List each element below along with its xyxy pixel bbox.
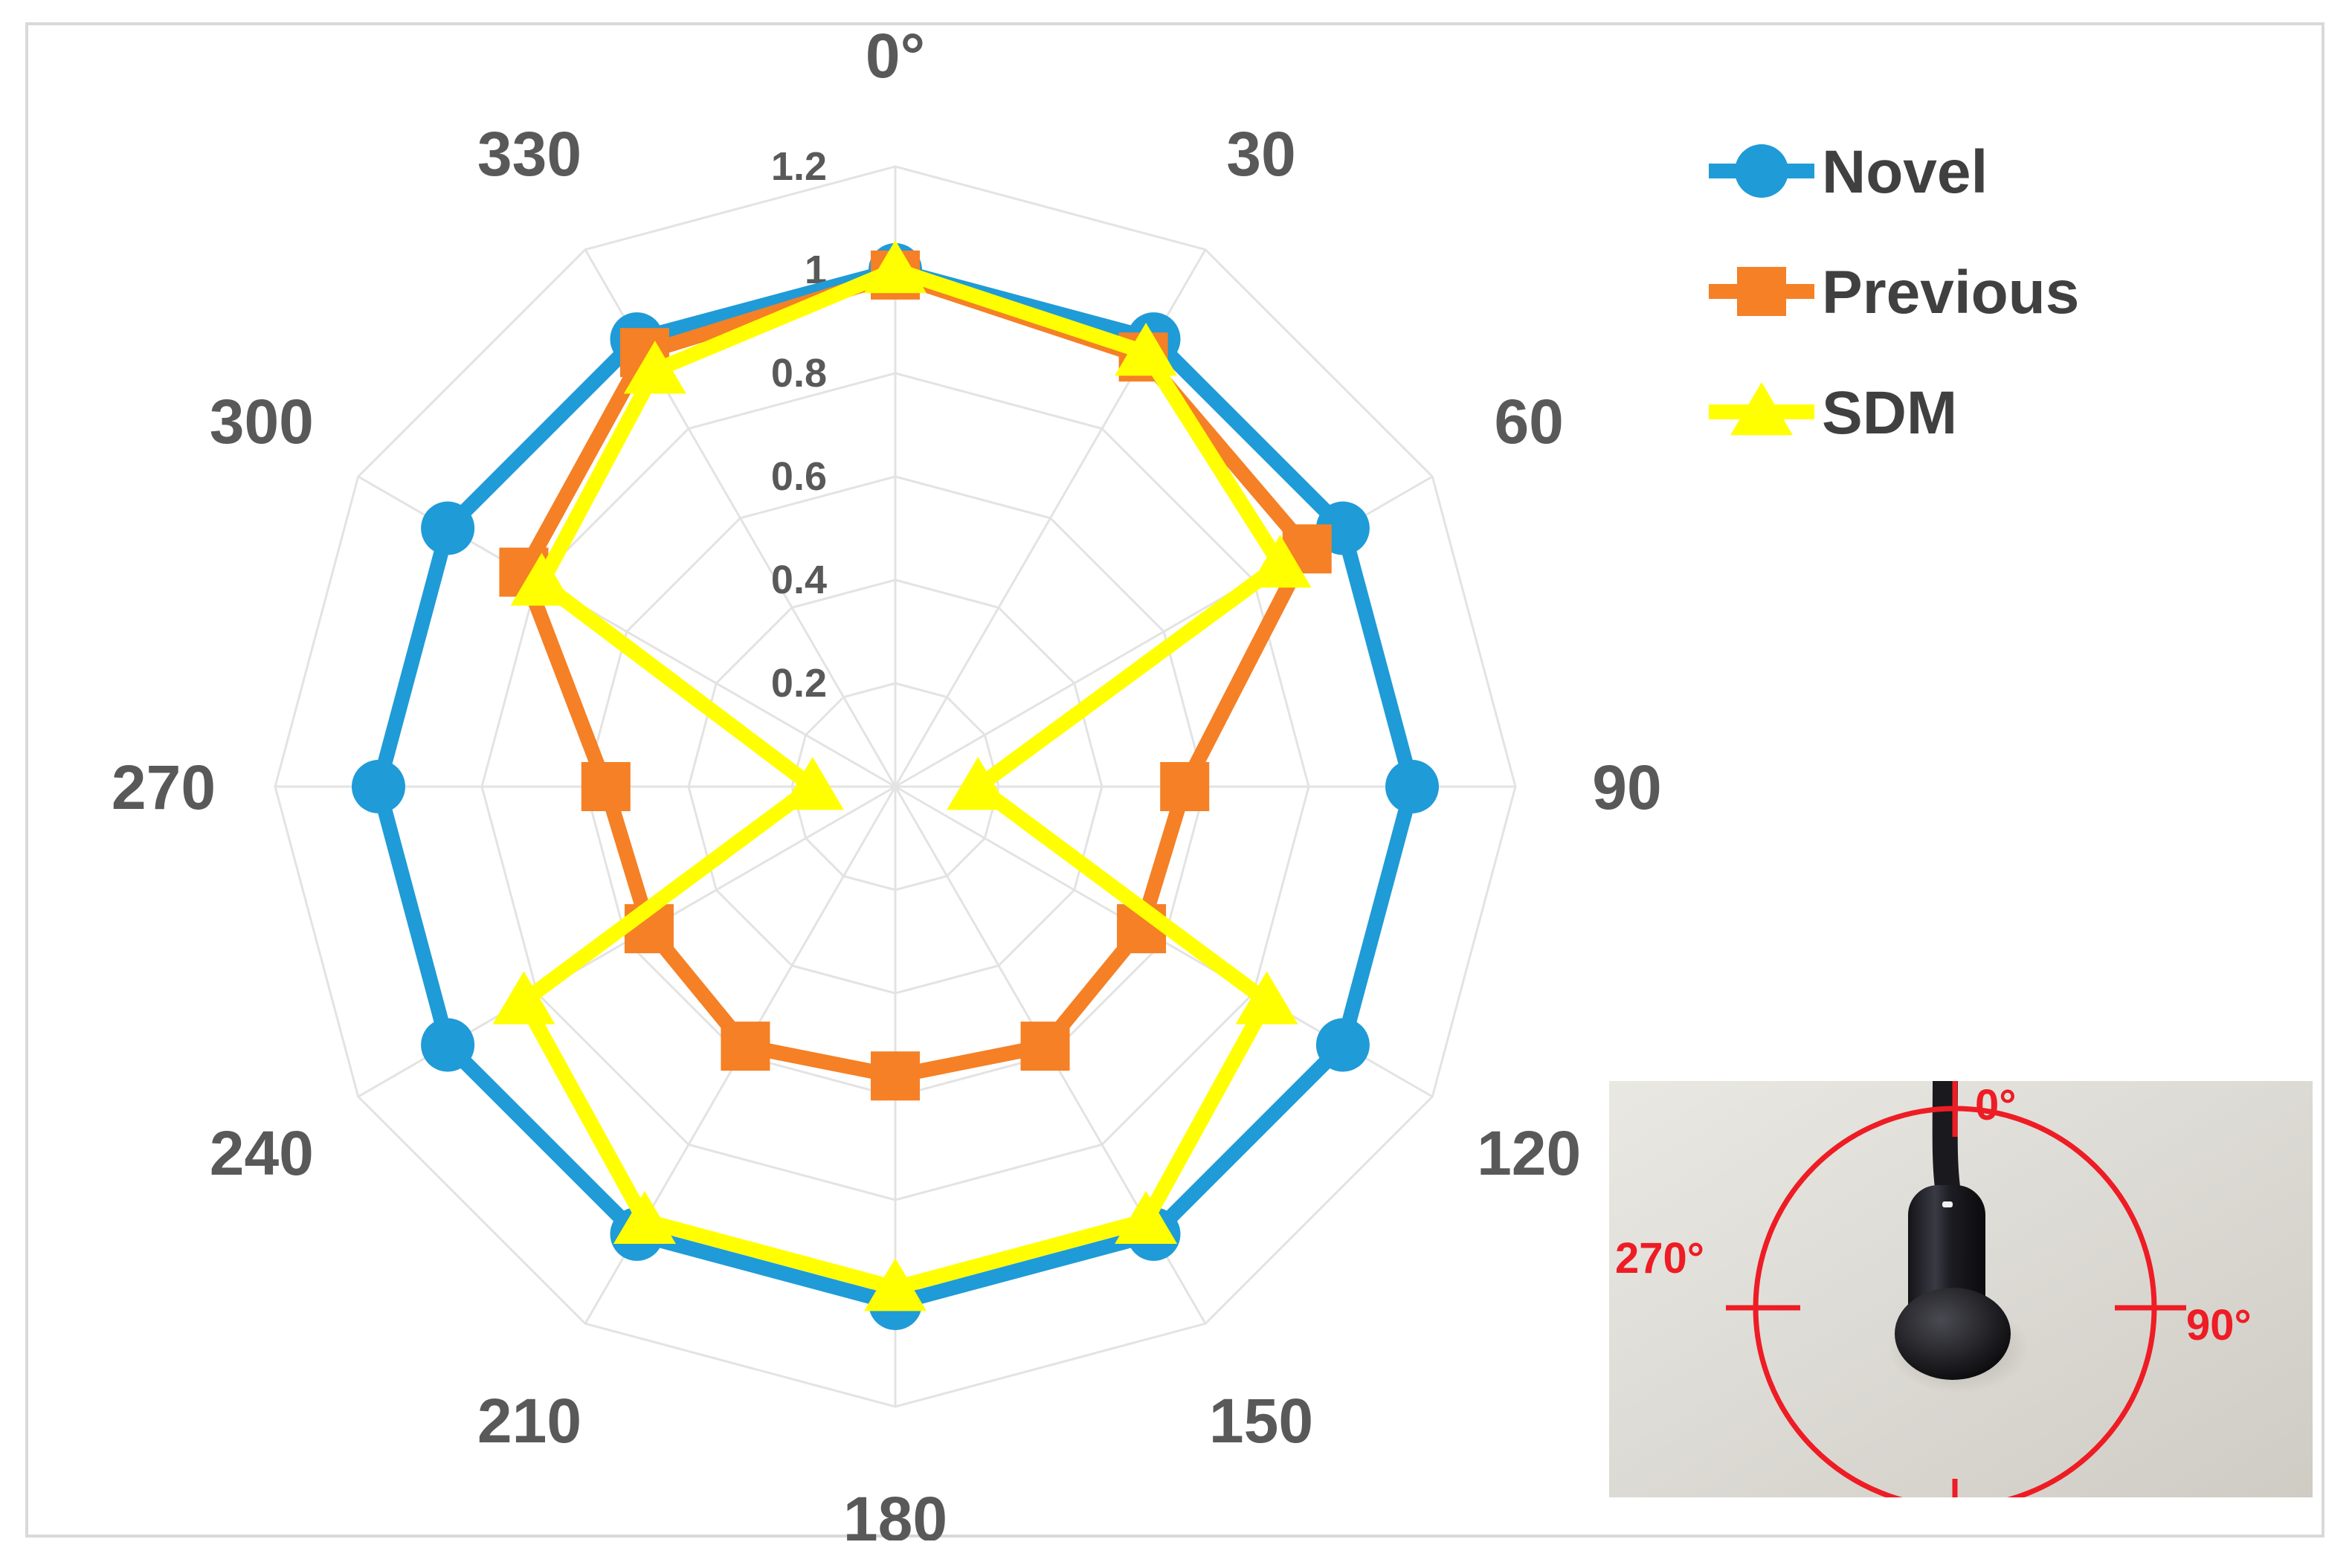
data-point	[1115, 1190, 1178, 1245]
series-sdm	[492, 240, 1312, 1311]
radial-tick-label: 0.4	[771, 558, 827, 602]
inset-label-90: 90°	[2186, 1301, 2252, 1349]
radial-tick-label: 0.6	[771, 454, 827, 499]
data-point	[613, 1190, 676, 1245]
sensor-photo: 0° 90° 270°	[1609, 1081, 2313, 1497]
legend-item: SDM	[1709, 379, 1957, 447]
data-point	[421, 501, 475, 555]
legend-item: Previous	[1709, 259, 2079, 326]
data-point	[623, 341, 686, 394]
category-label: 30	[1226, 119, 1295, 189]
data-point	[1020, 1022, 1070, 1071]
category-labels: 0° 30 60 90 120 150 180 210 240 270 300 330	[112, 25, 1662, 1540]
data-point	[352, 760, 405, 813]
data-point	[864, 240, 927, 294]
radial-tick-labels: 00.20.40.60.811.2	[771, 144, 827, 809]
data-point	[947, 757, 1010, 810]
radial-tick-label: 0.8	[771, 351, 827, 396]
category-label: 60	[1494, 387, 1563, 456]
category-label: 150	[1209, 1386, 1313, 1456]
data-point	[1385, 760, 1439, 813]
category-label: 240	[210, 1118, 314, 1188]
inset-label-0: 0°	[1975, 1081, 2016, 1129]
category-label: 330	[477, 119, 581, 189]
legend-marker	[1737, 267, 1786, 316]
category-label: 210	[477, 1386, 581, 1456]
legend-label: Previous	[1822, 259, 2079, 326]
data-point	[1315, 1018, 1370, 1072]
legend-item: Novel	[1709, 138, 1988, 206]
radar-grid	[274, 165, 1517, 1408]
series-layer	[352, 240, 1439, 1330]
data-point	[581, 762, 631, 811]
data-point	[721, 1022, 770, 1071]
category-label: 270	[112, 752, 216, 822]
data-point	[871, 1051, 920, 1101]
radial-tick-label: 1.2	[771, 144, 827, 189]
inset-label-270: 270°	[1615, 1234, 1704, 1283]
data-point	[492, 971, 555, 1025]
data-point	[510, 552, 573, 606]
probe-tip	[1895, 1288, 2011, 1380]
data-point	[1249, 535, 1312, 588]
data-point	[421, 1018, 475, 1072]
category-label: 180	[843, 1484, 947, 1540]
data-point	[781, 757, 844, 810]
category-label: 120	[1477, 1118, 1581, 1188]
sensor-photo-inset: 0° 90° 270°	[1609, 1081, 2313, 1497]
data-point	[1235, 971, 1298, 1025]
legend-label: SDM	[1822, 379, 1957, 447]
legend-label: Novel	[1822, 138, 1988, 206]
category-label: 90	[1592, 752, 1661, 822]
category-label: 0°	[866, 25, 925, 91]
legend: Novel Previous SDM	[1709, 138, 2079, 447]
data-point	[864, 1258, 927, 1311]
legend-marker	[1735, 144, 1788, 198]
data-point	[1160, 762, 1210, 811]
category-label: 300	[210, 387, 314, 456]
data-point	[1115, 323, 1178, 376]
legend-marker	[1730, 382, 1793, 436]
radial-tick-label: 0.2	[771, 661, 827, 706]
